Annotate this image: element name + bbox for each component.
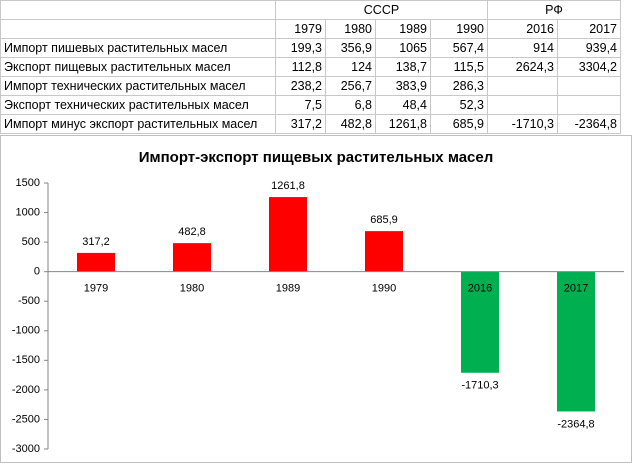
bar [173, 243, 211, 272]
bar [461, 271, 499, 373]
value-label: 685,9 [370, 214, 398, 226]
table-cell: 939,4 [557, 38, 621, 58]
table-cell: 286,3 [430, 76, 488, 96]
table-cell: 3304,2 [557, 57, 621, 77]
x-tick-label: 2017 [564, 283, 588, 295]
y-tick-label: -500 [18, 295, 40, 307]
table-row: Импорт пишевых растительных масел 199,3 35… [0, 38, 621, 58]
y-tick-label: -2500 [12, 413, 40, 425]
table-cell: 2624,3 [487, 57, 558, 77]
table-cell: 383,9 [375, 76, 431, 96]
value-label: 482,8 [178, 226, 206, 238]
x-tick-label: 1980 [180, 283, 204, 295]
table-cell: 2016 [487, 19, 558, 39]
table-cell: 1989 [375, 19, 431, 39]
y-tick-label: -1500 [12, 354, 40, 366]
value-label: 1261,8 [271, 180, 305, 192]
table-cell: Экспорт пищевых растительных масел [0, 57, 276, 77]
x-tick-label: 1990 [372, 283, 396, 295]
x-tick-label: 1989 [276, 283, 300, 295]
chart-title: Импорт-экспорт пищевых растительных масе… [139, 149, 494, 166]
value-label: -1710,3 [461, 380, 498, 392]
table-cell: 1979 [275, 19, 326, 39]
table-cell: РФ [487, 0, 621, 20]
value-label: 317,2 [82, 236, 110, 248]
value-label: -2364,8 [557, 418, 594, 430]
table-row: Импорт технических растительных масел 238… [0, 76, 621, 96]
table-cell: Экспорт технических растительных масел [0, 95, 276, 115]
table-cell: 238,2 [275, 76, 326, 96]
y-tick-label: 1000 [16, 206, 40, 218]
table-cell: 356,9 [325, 38, 376, 58]
y-tick-label: -1000 [12, 325, 40, 337]
data-table: СССР РФ 1979 1980 1989 1990 2016 2017 Импорт пиш… [0, 0, 621, 134]
y-tick-label: 1500 [16, 177, 40, 189]
table-cell: Импорт пишевых растительных масел [0, 38, 276, 58]
table-cell: СССР [275, 0, 488, 20]
empty-cell [557, 76, 621, 96]
table-cell: 115,5 [430, 57, 488, 77]
table-cell: 48,4 [375, 95, 431, 115]
table-cell: 1980 [325, 19, 376, 39]
bar [365, 231, 403, 272]
table-cell: 256,7 [325, 76, 376, 96]
table-cell: -2364,8 [557, 114, 621, 134]
x-tick-label: 2016 [468, 283, 492, 295]
empty-cell [0, 0, 276, 20]
table-cell: 6,8 [325, 95, 376, 115]
bar [557, 271, 595, 412]
y-tick-label: -2000 [12, 384, 40, 396]
table-cell: 7,5 [275, 95, 326, 115]
empty-cell [487, 95, 558, 115]
table-cell: 1065 [375, 38, 431, 58]
bar [269, 197, 307, 272]
table-body: СССР РФ 1979 1980 1989 1990 2016 2017 Импорт пиш… [0, 0, 621, 134]
chart: Импорт-экспорт пищевых растительных масе… [0, 135, 632, 463]
y-tick-label: -3000 [12, 443, 40, 455]
table-cell: 914 [487, 38, 558, 58]
table-cell: 567,4 [430, 38, 488, 58]
y-tick-label: 500 [22, 236, 40, 248]
table-cell: 1261,8 [375, 114, 431, 134]
x-tick-label: 1979 [84, 283, 108, 295]
table-row: Экспорт пищевых растительных масел 112,8 1… [0, 57, 621, 77]
table-cell: 482,8 [325, 114, 376, 134]
table-row: Импорт минус экспорт растительных масел 3… [0, 114, 621, 134]
table-cell: Импорт минус экспорт растительных масел [0, 114, 276, 134]
table-row: 1979 1980 1989 1990 2016 2017 [0, 19, 621, 39]
table-cell: 1990 [430, 19, 488, 39]
bar [77, 252, 115, 272]
empty-cell [0, 19, 276, 39]
table-cell: 112,8 [275, 57, 326, 77]
table-cell: 124 [325, 57, 376, 77]
table-cell: 317,2 [275, 114, 326, 134]
table-cell: Импорт технических растительных масел [0, 76, 276, 96]
empty-cell [557, 95, 621, 115]
table-cell: 199,3 [275, 38, 326, 58]
table-row: Экспорт технических растительных масел 7,… [0, 95, 621, 115]
table-cell: -1710,3 [487, 114, 558, 134]
table-cell: 138,7 [375, 57, 431, 77]
empty-cell [487, 76, 558, 96]
chart-border [0, 135, 632, 463]
table-cell: 685,9 [430, 114, 488, 134]
table-cell: 52,3 [430, 95, 488, 115]
y-tick-label: 0 [34, 266, 40, 278]
table-row: СССР РФ [0, 0, 621, 20]
table-cell: 2017 [557, 19, 621, 39]
